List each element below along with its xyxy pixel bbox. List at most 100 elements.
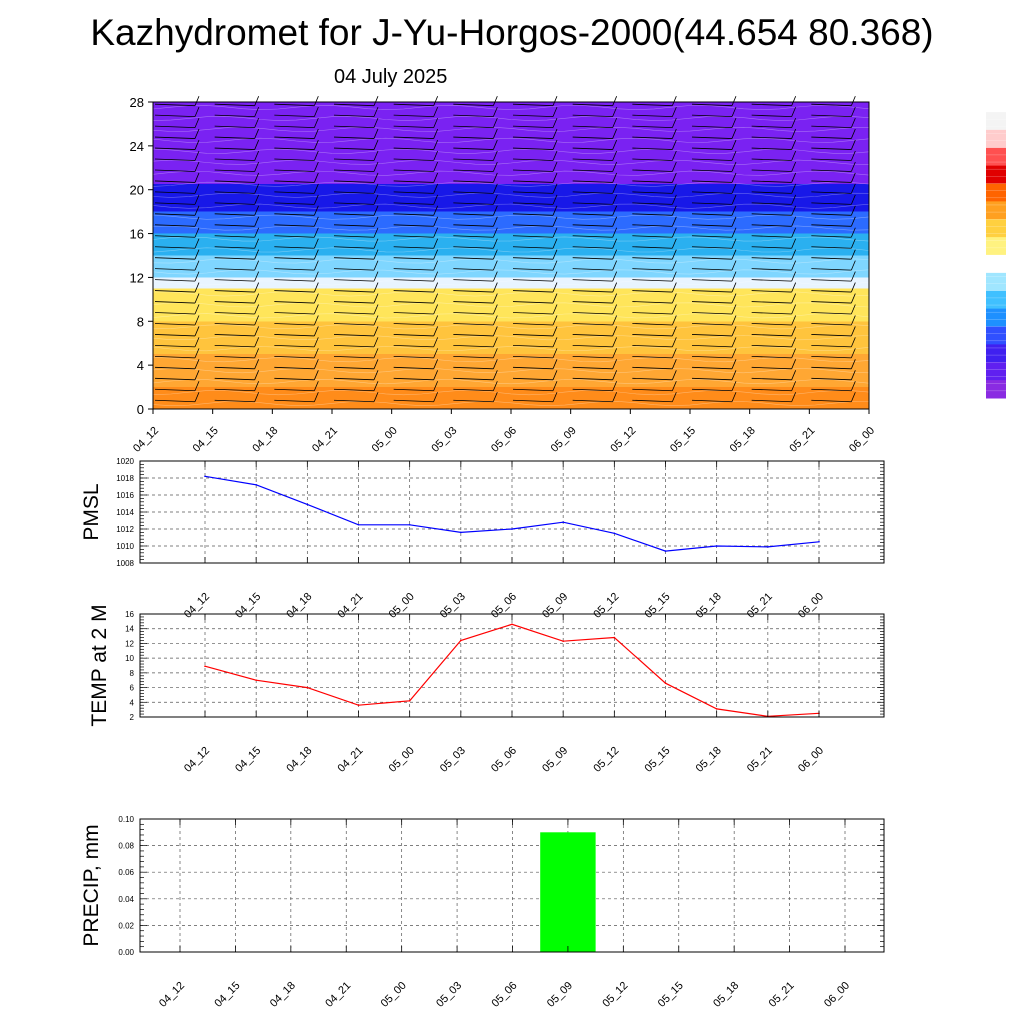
y-tick-label: 2: [130, 713, 135, 722]
wind-barb: [333, 337, 379, 348]
wind-barb: [214, 282, 260, 293]
x-tick-label: 04_21: [310, 425, 340, 455]
y-tick-label: 1020: [116, 457, 134, 466]
wind-barb: [512, 227, 558, 238]
x-tick-label: 05_21: [745, 745, 775, 775]
wind-barb: [632, 315, 677, 326]
wind-barb: [572, 139, 618, 150]
x-tick-label: 05_06: [489, 591, 519, 621]
x-tick-label: 04_12: [157, 980, 187, 1010]
wind-barb: [274, 392, 319, 403]
y-tick-label: 20: [130, 183, 144, 198]
wind-barb: [154, 359, 200, 370]
contour-line: [152, 313, 870, 319]
wind-barb: [214, 183, 260, 194]
wind-barb: [453, 194, 498, 205]
x-tick-label: 04_15: [233, 745, 263, 775]
wind-barb: [333, 107, 379, 118]
wind-barb: [453, 183, 498, 194]
wind-barb: [154, 249, 200, 260]
x-tick-label: 04_15: [212, 980, 242, 1010]
wind-barb: [274, 128, 319, 139]
contour-line: [152, 181, 870, 187]
y-tick-label: 4: [130, 698, 135, 707]
wind-barb: [274, 315, 319, 326]
chart-title: Kazhydromet for J-Yu-Horgos-2000(44.654 …: [90, 12, 934, 53]
wind-barb: [274, 326, 319, 337]
x-tick-label: 05_00: [387, 591, 417, 621]
wind-barb: [393, 326, 439, 337]
x-tick-label: 05_18: [694, 745, 724, 775]
wind-barb: [811, 128, 856, 139]
wind-barb: [393, 227, 439, 238]
wind-barb: [274, 216, 319, 227]
wind-barb: [512, 128, 558, 139]
wind-barb: [512, 161, 558, 172]
wind-barb: [154, 128, 200, 139]
wind-barb: [572, 172, 618, 183]
x-tick-label: 04_18: [250, 425, 280, 455]
wind-barb: [751, 194, 797, 205]
wind-barb: [393, 238, 439, 249]
wind-barb: [393, 282, 439, 293]
wind-barb: [393, 381, 439, 392]
wind-barb: [632, 128, 677, 139]
wind-barb: [632, 107, 677, 118]
y-tick-label: 1010: [116, 542, 134, 551]
data-point: [511, 528, 513, 530]
wind-barb: [572, 381, 618, 392]
contour-line: [152, 236, 870, 242]
wind-barb: [274, 227, 319, 238]
wind-barb: [691, 172, 737, 183]
x-tick-label: 05_06: [489, 745, 519, 775]
colorbar: [986, 111, 1006, 399]
wind-barb: [393, 348, 439, 359]
wind-barb: [691, 271, 737, 282]
x-tick-label: 04_15: [233, 591, 263, 621]
wind-barb: [691, 107, 737, 118]
wind-barb: [632, 282, 677, 293]
y-tick-label: 1018: [116, 474, 134, 483]
y-tick-label: 0.10: [118, 815, 134, 824]
wind-barb: [691, 326, 737, 337]
wind-barb: [453, 117, 498, 129]
x-tick-label: 04_18: [284, 745, 314, 775]
wind-barb: [811, 370, 856, 381]
wind-barb: [453, 150, 498, 161]
wind-barb: [274, 107, 319, 118]
colorbar-swatch: [986, 290, 1006, 310]
colorbar-swatch: [986, 129, 1006, 149]
wind-barb: [632, 161, 677, 172]
x-tick-label: 05_09: [545, 980, 575, 1010]
x-tick-label: 05_03: [434, 980, 464, 1010]
colorbar-swatch: [986, 201, 1006, 220]
wind-barb: [811, 348, 856, 359]
wind-barb: [333, 216, 379, 227]
wind-barb: [274, 271, 319, 282]
wind-barb: [572, 260, 618, 271]
wind-barb: [512, 337, 558, 348]
data-point: [255, 484, 257, 486]
data-point: [204, 475, 206, 478]
wind-barb: [751, 172, 797, 183]
contour-line: [152, 148, 870, 154]
wind-barb: [214, 227, 260, 238]
wind-barb: [453, 107, 498, 118]
wind-barb: [751, 348, 797, 359]
data-point: [715, 708, 718, 710]
wind-barb: [632, 359, 677, 370]
wind-barb: [751, 293, 797, 304]
wind-barb: [691, 315, 737, 326]
wind-barb: [154, 183, 200, 194]
wind-barb: [154, 304, 200, 315]
wind-barb: [274, 96, 319, 107]
x-tick-label: 05_12: [608, 425, 638, 455]
wind-barb: [333, 194, 379, 205]
wind-barb: [512, 194, 558, 205]
wind-barb: [572, 282, 618, 293]
contour-line: [152, 115, 870, 121]
wind-barb: [393, 183, 439, 194]
x-tick-label: 04_12: [182, 591, 212, 621]
y-axis-title: PRECIP, mm: [80, 824, 103, 946]
wind-barb: [751, 381, 797, 392]
